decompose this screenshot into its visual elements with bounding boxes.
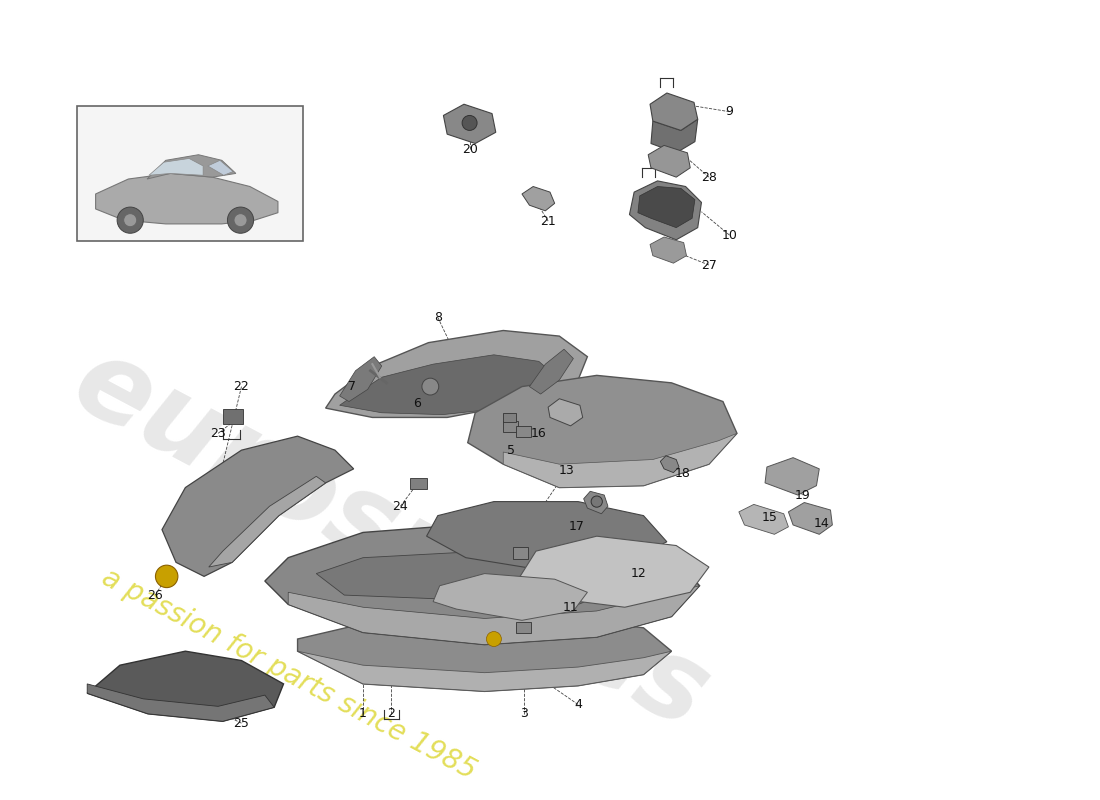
Polygon shape — [660, 456, 679, 473]
Bar — [410, 478, 427, 490]
Polygon shape — [522, 186, 554, 211]
Polygon shape — [548, 398, 583, 426]
Circle shape — [117, 207, 143, 234]
Polygon shape — [148, 158, 204, 175]
Polygon shape — [739, 504, 789, 534]
Text: 8: 8 — [433, 311, 442, 324]
Bar — [516, 426, 531, 437]
Polygon shape — [326, 330, 587, 418]
Circle shape — [486, 631, 502, 646]
Polygon shape — [317, 551, 644, 605]
Text: 4: 4 — [574, 698, 582, 711]
Text: 19: 19 — [794, 489, 811, 502]
Text: a passion for parts since 1985: a passion for parts since 1985 — [98, 564, 481, 786]
Text: 6: 6 — [414, 397, 421, 410]
Polygon shape — [298, 651, 671, 691]
Polygon shape — [340, 354, 558, 414]
Text: 25: 25 — [233, 717, 250, 730]
Bar — [513, 547, 528, 558]
Text: 18: 18 — [674, 467, 691, 480]
Text: 15: 15 — [762, 511, 778, 524]
Polygon shape — [764, 458, 820, 495]
Circle shape — [591, 496, 603, 507]
Polygon shape — [468, 375, 737, 487]
Polygon shape — [520, 536, 708, 607]
Polygon shape — [629, 181, 702, 240]
Text: 27: 27 — [701, 258, 717, 271]
Polygon shape — [650, 93, 697, 130]
Circle shape — [123, 214, 136, 226]
Bar — [504, 413, 516, 422]
Text: 13: 13 — [559, 464, 574, 478]
Text: 24: 24 — [393, 500, 408, 513]
Polygon shape — [208, 160, 233, 175]
Polygon shape — [529, 349, 573, 394]
Text: 1: 1 — [359, 707, 367, 720]
Polygon shape — [87, 684, 274, 722]
Polygon shape — [638, 186, 695, 228]
Polygon shape — [209, 476, 326, 567]
Polygon shape — [443, 104, 496, 143]
Text: 26: 26 — [147, 589, 163, 602]
Text: 3: 3 — [520, 707, 528, 720]
Text: 2: 2 — [387, 707, 395, 720]
Text: 22: 22 — [233, 380, 250, 393]
Polygon shape — [96, 174, 278, 224]
Polygon shape — [433, 574, 587, 620]
Bar — [77, 106, 304, 241]
Polygon shape — [650, 237, 686, 263]
Circle shape — [228, 207, 254, 234]
Text: 7: 7 — [348, 380, 355, 393]
Text: 20: 20 — [462, 142, 477, 156]
Text: 21: 21 — [540, 214, 556, 228]
Text: 14: 14 — [813, 517, 829, 530]
Polygon shape — [162, 436, 354, 576]
Circle shape — [462, 115, 477, 130]
Polygon shape — [584, 491, 608, 514]
Polygon shape — [265, 523, 700, 645]
Bar — [223, 409, 243, 424]
Bar — [516, 622, 531, 634]
Polygon shape — [147, 154, 235, 179]
Circle shape — [422, 378, 439, 395]
Polygon shape — [340, 357, 382, 402]
Text: 12: 12 — [631, 567, 647, 580]
Polygon shape — [298, 617, 671, 691]
Bar — [504, 421, 518, 433]
Polygon shape — [288, 586, 700, 645]
Text: 10: 10 — [722, 229, 737, 242]
Polygon shape — [504, 434, 737, 487]
Text: 16: 16 — [531, 427, 547, 440]
Text: 5: 5 — [507, 444, 515, 457]
Text: 23: 23 — [210, 427, 225, 440]
Circle shape — [155, 565, 178, 588]
Polygon shape — [648, 146, 690, 177]
Polygon shape — [651, 119, 697, 153]
Polygon shape — [427, 502, 667, 570]
Text: eurospares: eurospares — [56, 328, 727, 752]
Text: 9: 9 — [726, 106, 734, 118]
Text: 11: 11 — [563, 601, 579, 614]
Polygon shape — [87, 651, 284, 722]
Polygon shape — [789, 502, 833, 534]
Text: 28: 28 — [701, 170, 717, 184]
Circle shape — [234, 214, 248, 226]
Text: 17: 17 — [569, 520, 584, 534]
